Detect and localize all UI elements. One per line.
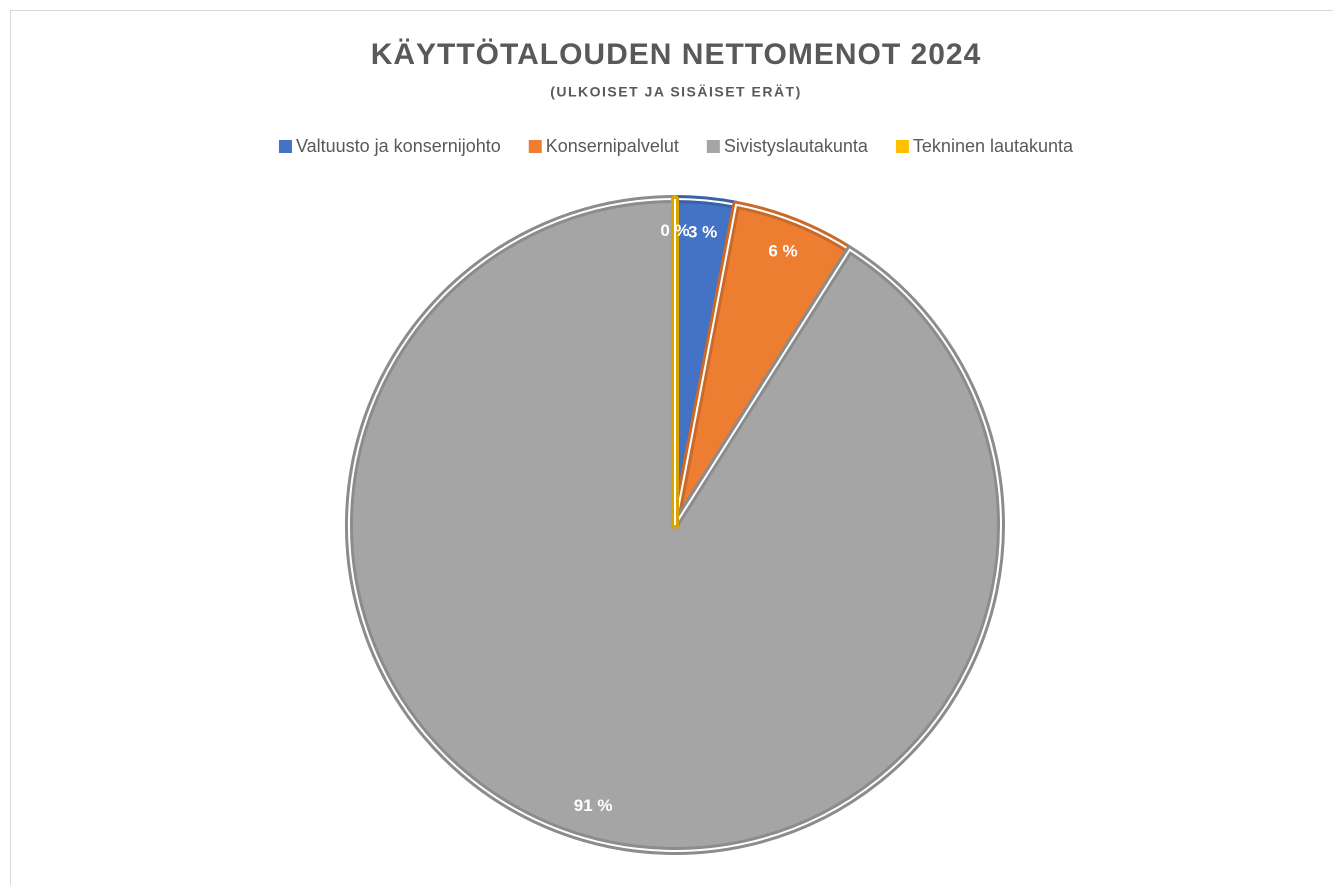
legend-item: Konsernipalvelut	[528, 136, 679, 156]
data-labels: 3 % 6 % 91 % 0 %	[574, 221, 798, 815]
legend-item: Valtuusto ja konsernijohto	[278, 136, 501, 156]
data-label: 0 %	[660, 221, 689, 240]
legend-swatch	[706, 140, 720, 153]
chart-subtitle: (ULKOISET JA SISÄISET ERÄT)	[550, 84, 802, 100]
legend-item: Sivistyslautakunta	[706, 136, 869, 156]
legend-label: Sivistyslautakunta	[724, 136, 869, 156]
data-label: 91 %	[574, 796, 613, 815]
slice-separator	[348, 197, 1002, 852]
legend-label: Valtuusto ja konsernijohto	[296, 136, 501, 156]
data-label: 6 %	[768, 242, 797, 261]
data-label: 3 %	[688, 222, 717, 241]
legend-swatch	[895, 140, 909, 153]
legend-label: Tekninen lautakunta	[913, 136, 1074, 156]
legend-label: Konsernipalvelut	[546, 136, 679, 156]
legend-item: Tekninen lautakunta	[895, 136, 1074, 156]
chart-title: KÄYTTÖTALOUDEN NETTOMENOT 2024	[371, 38, 982, 71]
legend-swatch	[278, 140, 292, 153]
legend: Valtuusto ja konsernijohto Konsernipalvel…	[278, 136, 1074, 156]
legend-swatch	[528, 140, 542, 153]
pie	[345, 195, 1005, 855]
